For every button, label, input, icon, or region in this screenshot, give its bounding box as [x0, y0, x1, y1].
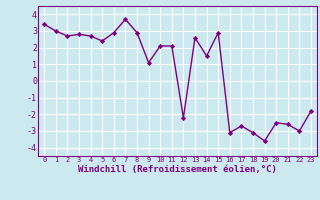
X-axis label: Windchill (Refroidissement éolien,°C): Windchill (Refroidissement éolien,°C) [78, 165, 277, 174]
